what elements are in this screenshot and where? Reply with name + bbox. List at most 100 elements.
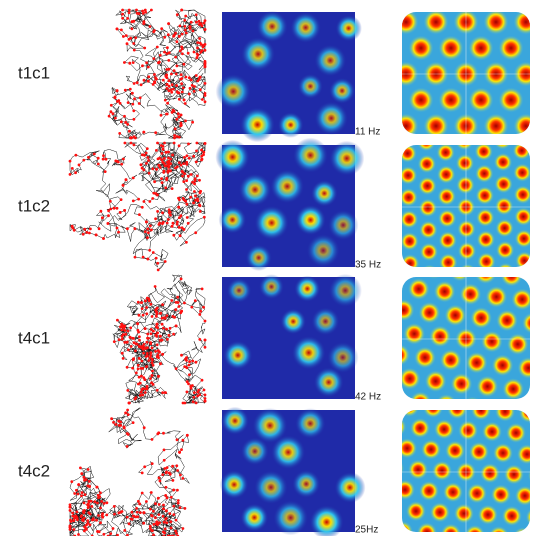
- autocorr-peak: [517, 444, 537, 464]
- spike: [133, 49, 136, 52]
- autocorr-peak: [458, 420, 478, 440]
- spike: [141, 206, 144, 209]
- spike: [166, 102, 169, 105]
- spike: [83, 526, 86, 529]
- firing-field: [294, 276, 320, 302]
- spike: [156, 194, 159, 197]
- spike: [147, 75, 150, 78]
- spike: [145, 500, 148, 503]
- spike: [199, 88, 202, 91]
- spike: [127, 330, 130, 333]
- spike: [128, 522, 131, 525]
- spike: [138, 335, 141, 338]
- autocorr-peak: [444, 304, 466, 326]
- autocorr-peak: [434, 281, 456, 303]
- autocorr-peak: [460, 283, 482, 305]
- spike: [185, 163, 188, 166]
- autocorr-peak: [401, 254, 419, 272]
- spike: [145, 365, 148, 368]
- autocorr-peak: [467, 483, 487, 503]
- autocorr-peak: [382, 275, 404, 297]
- spike: [200, 155, 203, 158]
- spike: [124, 121, 127, 124]
- spike: [166, 222, 169, 225]
- trajectory-plot: [69, 142, 207, 272]
- spike: [137, 383, 140, 386]
- spike: [140, 375, 143, 378]
- spike: [188, 157, 191, 160]
- firing-field: [215, 140, 249, 174]
- spike: [183, 302, 186, 305]
- spike: [190, 79, 193, 82]
- spike: [164, 518, 167, 521]
- spike: [80, 494, 83, 497]
- spike: [114, 117, 117, 120]
- spike: [110, 104, 113, 107]
- spike: [170, 299, 173, 302]
- spike: [184, 120, 187, 123]
- spike: [165, 509, 168, 512]
- spike: [85, 528, 88, 531]
- spike: [162, 531, 165, 534]
- autocorr-peak: [513, 9, 538, 34]
- spike: [127, 101, 130, 104]
- spike: [172, 222, 175, 225]
- spike: [73, 492, 76, 495]
- spike: [195, 13, 198, 16]
- spike: [178, 144, 181, 147]
- spike: [179, 474, 182, 477]
- firing-field: [298, 74, 323, 99]
- spike: [156, 46, 159, 49]
- spike: [71, 167, 74, 170]
- spike: [176, 469, 179, 472]
- spike: [165, 471, 168, 474]
- spike: [168, 68, 171, 71]
- spike: [153, 81, 156, 84]
- spike: [150, 381, 153, 384]
- spike: [176, 91, 179, 94]
- spike: [162, 504, 165, 507]
- spike: [125, 178, 128, 181]
- spike: [179, 25, 182, 28]
- autocorr-peak: [399, 188, 417, 206]
- spike: [143, 426, 146, 429]
- trajectory-plot: [69, 408, 190, 536]
- spike: [187, 175, 190, 178]
- autocorr-peak: [481, 331, 503, 353]
- spike: [154, 350, 157, 353]
- firing-field: [273, 500, 308, 535]
- autocorr-peak: [420, 243, 438, 261]
- spike: [138, 503, 141, 506]
- spike: [155, 325, 158, 328]
- spike: [69, 160, 72, 163]
- spike: [191, 121, 194, 124]
- spike: [126, 409, 129, 412]
- spike: [181, 175, 184, 178]
- spike: [188, 364, 191, 367]
- spike: [180, 9, 183, 12]
- autocorr-peak: [458, 242, 476, 260]
- spike: [133, 118, 136, 121]
- spike: [196, 142, 199, 145]
- firing-field: [307, 234, 340, 267]
- spike: [192, 202, 195, 205]
- autocorr-peak: [491, 484, 511, 504]
- spike: [141, 360, 144, 363]
- spike: [169, 214, 172, 217]
- spike: [170, 496, 173, 499]
- spike: [191, 360, 194, 363]
- spike: [131, 511, 134, 514]
- spike: [109, 200, 112, 203]
- spike: [123, 209, 126, 212]
- spike: [159, 54, 162, 57]
- spike: [199, 76, 202, 79]
- spike: [181, 52, 184, 55]
- spike: [124, 412, 127, 415]
- spike: [96, 502, 99, 505]
- spike: [130, 345, 133, 348]
- spike: [157, 61, 160, 64]
- spike: [199, 310, 202, 313]
- spike: [185, 179, 188, 182]
- spike: [126, 123, 129, 126]
- spike: [161, 181, 164, 184]
